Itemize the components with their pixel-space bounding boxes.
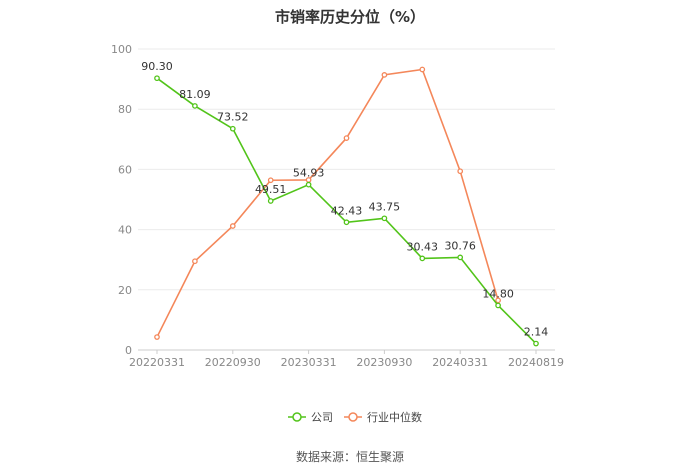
data-point — [457, 254, 464, 261]
x-tick-label: 20230331 — [281, 356, 337, 369]
data-label: 30.76 — [444, 239, 476, 252]
data-label: 90.30 — [141, 60, 173, 73]
series-line-1 — [156, 68, 499, 338]
data-point — [343, 135, 350, 141]
data-point — [192, 103, 198, 109]
y-tick-label: 40 — [118, 224, 132, 237]
y-tick-label: 100 — [111, 43, 132, 56]
data-point — [154, 75, 160, 82]
data-point — [229, 125, 236, 132]
x-tick-label: 20240331 — [432, 356, 488, 369]
data-label: 43.75 — [369, 200, 401, 213]
legend-marker — [348, 412, 358, 422]
data-point — [533, 340, 539, 347]
x-tick-label: 20230930 — [356, 356, 412, 369]
data-label: 54.93 — [293, 167, 325, 180]
data-label: 2.14 — [524, 326, 549, 339]
data-point — [495, 297, 501, 304]
data-label: 42.43 — [331, 204, 363, 217]
data-point — [419, 255, 426, 262]
data-point — [305, 181, 312, 188]
data-point — [154, 334, 160, 340]
y-tick-label: 20 — [118, 284, 132, 297]
source-note: 数据来源：恒生聚源 — [295, 450, 404, 464]
data-label: 14.80 — [482, 287, 514, 300]
data-point — [343, 219, 350, 226]
legend-marker — [292, 412, 302, 422]
data-label: 49.51 — [255, 183, 287, 196]
data-label: 81.09 — [179, 88, 211, 101]
data-point — [457, 168, 464, 175]
y-tick-label: 0 — [125, 344, 132, 357]
chart-title: 市销率历史分位（%） — [274, 8, 426, 26]
y-tick-label: 80 — [118, 103, 132, 116]
x-tick-label: 20220930 — [205, 356, 261, 369]
data-point — [267, 198, 274, 204]
data-label: 73.52 — [217, 111, 249, 124]
x-tick-label: 20240819 — [508, 356, 564, 369]
data-point — [495, 302, 501, 309]
legend-label: 行业中位数 — [367, 410, 422, 424]
data-point — [419, 66, 426, 73]
data-point — [192, 258, 198, 265]
data-point — [267, 177, 274, 184]
data-point — [229, 223, 236, 229]
data-point — [381, 215, 388, 222]
data-point — [381, 72, 388, 78]
legend-label: 公司 — [311, 411, 333, 424]
y-tick-label: 60 — [118, 163, 132, 176]
x-tick-label: 20220331 — [129, 356, 185, 369]
data-label: 30.43 — [407, 240, 439, 253]
